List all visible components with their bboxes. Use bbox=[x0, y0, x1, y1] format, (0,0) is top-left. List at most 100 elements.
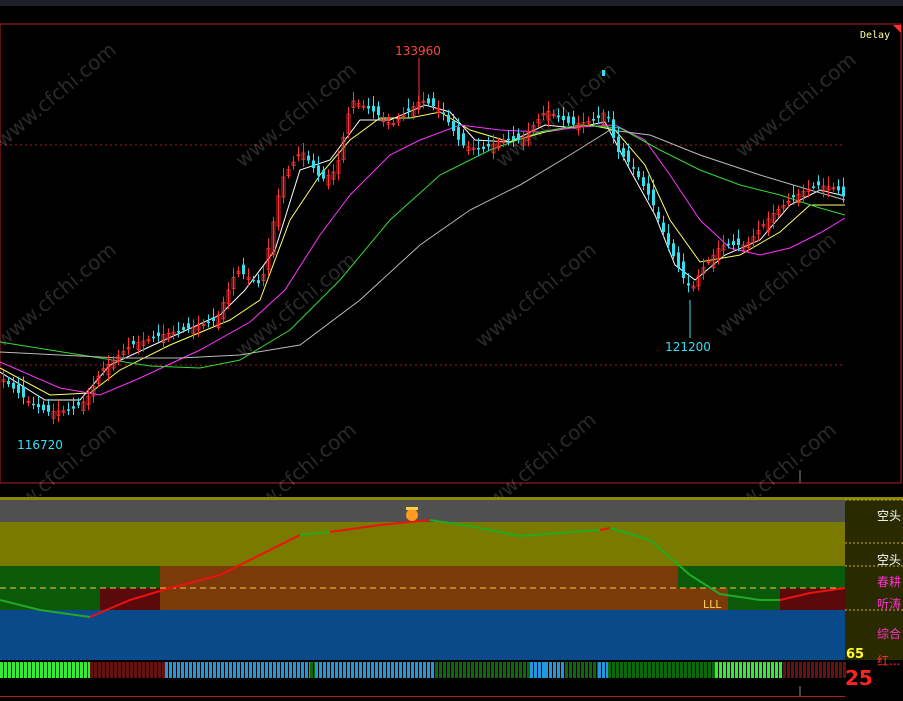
candle-body-up bbox=[696, 275, 701, 287]
candle-body-down bbox=[252, 279, 255, 282]
indicator-bar bbox=[527, 662, 530, 678]
indicator-bar bbox=[319, 662, 322, 678]
indicator-bar bbox=[331, 662, 334, 678]
indicator-bar bbox=[815, 662, 818, 678]
indicator-bar bbox=[90, 662, 93, 678]
indicator-bar bbox=[439, 662, 442, 678]
candle-body-up bbox=[716, 248, 721, 260]
indicator-bar bbox=[573, 662, 576, 678]
indicator-bar bbox=[581, 662, 584, 678]
indicator-bar bbox=[146, 662, 149, 678]
candle-body-up bbox=[821, 185, 826, 193]
indicator-bar bbox=[98, 662, 101, 678]
indicator-bar bbox=[739, 662, 742, 678]
indicator-bar bbox=[359, 662, 362, 678]
indicator-bar bbox=[660, 662, 663, 678]
candle-body-up bbox=[541, 113, 546, 116]
candle-body-up bbox=[121, 351, 126, 355]
indicator-bar bbox=[427, 662, 430, 678]
candle-body-up bbox=[126, 347, 131, 350]
indicator-curve bbox=[609, 527, 780, 601]
indicator-bar bbox=[118, 662, 121, 678]
indicator-bar bbox=[162, 662, 165, 678]
indicator-bar bbox=[602, 662, 605, 678]
candle-body-down bbox=[837, 186, 840, 191]
zone-red bbox=[780, 588, 845, 610]
candle-body-up bbox=[136, 342, 141, 350]
indicator-bar bbox=[787, 662, 790, 678]
indicator-bar bbox=[20, 662, 23, 678]
indicator-bar bbox=[819, 662, 822, 678]
indicator-bar bbox=[213, 662, 216, 678]
indicator-bar bbox=[323, 662, 326, 678]
candle-body-up bbox=[26, 400, 31, 404]
candle-body-up bbox=[536, 119, 541, 124]
indicator-label: 综合 bbox=[877, 626, 901, 641]
candle-body-up bbox=[826, 186, 831, 191]
candle-body-down bbox=[22, 386, 25, 398]
candle-body-up bbox=[436, 108, 441, 113]
indicator-bar bbox=[80, 662, 83, 678]
indicator-bar bbox=[447, 662, 450, 678]
zone-green bbox=[0, 588, 100, 610]
indicator-bar bbox=[355, 662, 358, 678]
indicator-bar bbox=[423, 662, 426, 678]
indicator-bar bbox=[12, 662, 15, 678]
indicator-bar bbox=[0, 662, 3, 678]
indicator-bar bbox=[347, 662, 350, 678]
candle-body-down bbox=[597, 115, 600, 118]
indicator-bar bbox=[723, 662, 726, 678]
indicator-bar bbox=[32, 662, 35, 678]
indicator-bar bbox=[553, 662, 556, 678]
candle-body-down bbox=[572, 116, 575, 125]
candle-body-up bbox=[411, 106, 416, 117]
indicator-bar bbox=[209, 662, 212, 678]
candle-body-down bbox=[727, 243, 730, 246]
indicator-bar bbox=[431, 662, 434, 678]
candle-body-down bbox=[657, 211, 660, 219]
indicator-bar bbox=[503, 662, 506, 678]
indicator-bar bbox=[16, 662, 19, 678]
indicator-bar bbox=[310, 662, 313, 678]
indicator-bar bbox=[221, 662, 224, 678]
candle-body-up bbox=[391, 122, 396, 126]
indicator-bar bbox=[491, 662, 494, 678]
indicator-bar bbox=[676, 662, 679, 678]
candle-body-up bbox=[281, 176, 286, 198]
indicator-bar bbox=[451, 662, 454, 678]
indicator-bar bbox=[511, 662, 514, 678]
candle-body-up bbox=[141, 340, 146, 346]
indicator-bar bbox=[150, 662, 153, 678]
indicator-bar bbox=[827, 662, 830, 678]
indicator-bar bbox=[237, 662, 240, 678]
indicator-curve bbox=[89, 534, 301, 618]
ma120-line bbox=[0, 129, 846, 359]
candle-body-up bbox=[111, 359, 116, 369]
indicator-bar bbox=[193, 662, 196, 678]
watermark-text: www.cfchi.com bbox=[0, 37, 121, 152]
indicator-bar bbox=[831, 662, 834, 678]
candle-body-up bbox=[521, 137, 526, 146]
candle-body-down bbox=[652, 189, 655, 206]
candle-body-up bbox=[341, 136, 346, 160]
indicator-bar bbox=[656, 662, 659, 678]
candle-body-up bbox=[741, 244, 746, 251]
candle-body-up bbox=[471, 147, 476, 150]
indicator-bar bbox=[229, 662, 232, 678]
indicator-label: 空头 bbox=[877, 509, 901, 523]
indicator-bar bbox=[475, 662, 478, 678]
indicator-bar bbox=[241, 662, 244, 678]
indicator-bar bbox=[36, 662, 39, 678]
candle-body-down bbox=[427, 98, 430, 104]
candle-body-up bbox=[86, 395, 91, 406]
indicator-bar bbox=[371, 662, 374, 678]
indicator-bar bbox=[395, 662, 398, 678]
candle-body-up bbox=[336, 160, 341, 174]
candle-body-down bbox=[177, 330, 180, 333]
indicator-bar bbox=[704, 662, 707, 678]
candle-body-down bbox=[462, 133, 465, 146]
candle-body-up bbox=[201, 323, 206, 327]
candle-body-down bbox=[457, 127, 460, 140]
candle-body-up bbox=[531, 125, 536, 132]
